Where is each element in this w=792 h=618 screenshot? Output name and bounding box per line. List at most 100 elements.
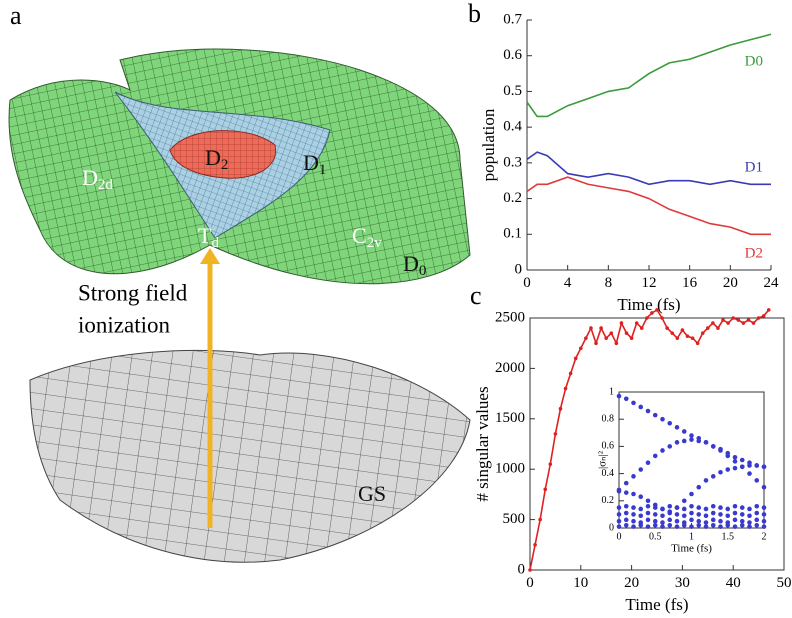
x-axis-label: Time (fs)	[671, 543, 712, 555]
data-point	[623, 522, 629, 528]
y-axis-label: # singular values	[473, 386, 492, 501]
y-tick-label: 0.4	[602, 468, 615, 479]
data-point	[706, 326, 710, 330]
illustration	[8, 48, 471, 563]
data-point	[645, 517, 651, 523]
data-point	[614, 341, 619, 346]
data-point	[548, 462, 553, 466]
data-point	[638, 467, 644, 472]
data-point	[631, 505, 636, 510]
x-tick-label: 1	[689, 531, 694, 542]
y-tick-label: 0.5	[503, 83, 522, 99]
x-tick-label: 0.5	[649, 531, 662, 542]
data-point	[739, 464, 745, 470]
data-point	[660, 524, 665, 529]
data-point	[599, 326, 603, 330]
data-point	[681, 438, 687, 444]
data-point	[741, 321, 746, 325]
data-point	[573, 356, 578, 361]
data-point	[747, 520, 752, 525]
y-tick-label: 500	[503, 511, 526, 527]
data-point	[616, 505, 622, 510]
data-point	[696, 505, 702, 510]
data-point	[756, 316, 761, 320]
x-tick-label: 4	[564, 275, 572, 291]
surface-label: D1	[303, 150, 326, 178]
data-point	[725, 522, 731, 528]
data-point	[634, 321, 639, 325]
data-point	[736, 318, 741, 322]
data-point	[660, 316, 664, 320]
ionization-label: Strong field	[78, 280, 188, 305]
data-point	[732, 465, 738, 471]
label-base: D	[82, 165, 98, 190]
data-point	[623, 396, 629, 402]
data-point	[718, 469, 723, 475]
data-point	[754, 522, 760, 528]
data-point	[689, 524, 694, 529]
data-point	[667, 444, 673, 449]
data-point	[629, 336, 634, 340]
x-tick-label: 30	[675, 575, 690, 591]
data-point	[638, 404, 644, 410]
label-base: GS	[358, 481, 386, 506]
data-point	[689, 510, 694, 516]
data-point	[667, 420, 673, 426]
x-tick-label: 1.5	[722, 531, 735, 542]
data-point	[761, 524, 767, 529]
y-axis-label: population	[479, 108, 498, 181]
data-point	[631, 491, 636, 497]
data-point	[696, 512, 702, 517]
data-point	[732, 503, 738, 509]
y-tick-label: 0.7	[503, 11, 522, 27]
data-point	[689, 437, 694, 442]
data-point	[638, 513, 644, 519]
data-point	[716, 326, 720, 330]
data-point	[638, 506, 644, 512]
data-point	[674, 518, 680, 524]
data-point	[703, 513, 709, 519]
data-point	[645, 503, 651, 509]
data-point	[725, 467, 731, 472]
data-point	[645, 510, 651, 516]
data-point	[616, 524, 622, 529]
x-tick-label: 10	[573, 575, 588, 591]
y-tick-label: 0.8	[602, 413, 615, 424]
data-point	[584, 336, 588, 340]
label-sub: d	[211, 235, 219, 251]
label-sub: 0	[419, 263, 427, 279]
x-tick-label: 0	[523, 275, 531, 291]
data-point	[660, 448, 665, 453]
data-point	[665, 326, 669, 330]
label-base: D	[403, 251, 419, 276]
data-point	[739, 522, 745, 528]
label-sub: 1	[319, 162, 327, 178]
data-point	[695, 341, 700, 346]
arrow-head	[200, 248, 220, 264]
data-point	[710, 474, 716, 479]
data-point	[609, 331, 614, 335]
data-point	[732, 459, 738, 464]
y-tick-label: 0.4	[503, 119, 522, 135]
data-point	[631, 512, 636, 517]
data-point	[645, 460, 651, 466]
x-tick-label: 0	[617, 531, 622, 542]
d2-cap	[169, 130, 276, 179]
chart: 0 4 8 12 16 20 24 0 0.1 0.2 0.3 0.4 0.5 0.6 0.7 Time (f…	[479, 11, 779, 313]
surface-label: D0	[403, 251, 426, 279]
x-tick-label: 40	[726, 575, 741, 591]
data-point	[623, 490, 629, 495]
data-point	[543, 487, 548, 492]
data-point	[638, 522, 644, 528]
data-point	[747, 471, 752, 476]
data-point	[623, 503, 629, 509]
data-point	[660, 506, 665, 512]
data-point	[739, 518, 745, 524]
data-point	[754, 503, 760, 509]
data-point	[667, 517, 673, 523]
data-point	[680, 328, 685, 332]
ionization-label: ionization	[78, 312, 170, 337]
data-point	[623, 510, 629, 516]
data-point	[652, 512, 658, 517]
